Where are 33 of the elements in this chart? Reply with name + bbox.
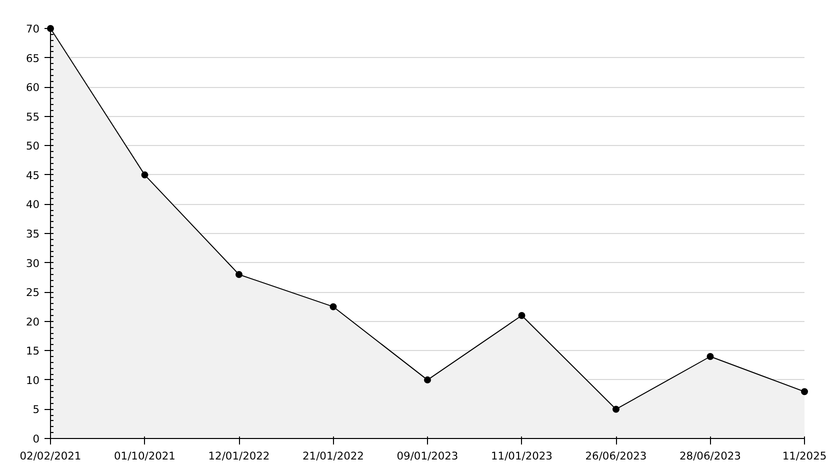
x-tick-label: 02/02/2021	[20, 450, 82, 462]
point	[141, 171, 148, 178]
y-tick-label: 35	[26, 228, 40, 240]
y-tick-label: 60	[26, 81, 40, 94]
y-tick-label: 65	[26, 52, 40, 65]
y-tick-label: 55	[26, 110, 40, 124]
y-tick-label: 10	[26, 374, 40, 387]
x-tick-label: 09/01/2023	[396, 450, 458, 462]
point	[330, 303, 337, 310]
point	[706, 353, 714, 360]
y-tick-label: 45	[26, 168, 40, 182]
y-tick-label: 0	[32, 432, 40, 446]
x-tick-label: 11/01/2023	[491, 450, 552, 462]
y-tick-label: 20	[26, 315, 40, 328]
point	[236, 271, 242, 278]
x-tick-label: 26/06/2023	[585, 450, 647, 462]
x-tick-label: 11/2025	[782, 450, 827, 462]
x-tick-label: 28/06/2023	[680, 450, 741, 462]
y-tick-label: 5	[32, 403, 40, 416]
point	[47, 25, 54, 32]
x-tick-label: 12/01/2022	[208, 450, 270, 462]
y-tick-label: 50	[26, 140, 40, 153]
x-tick-label: 21/01/2022	[302, 450, 364, 462]
y-tick-label: 70	[26, 22, 40, 36]
y-tick-label: 30	[26, 256, 40, 270]
point	[518, 312, 526, 319]
point	[612, 406, 620, 413]
point	[801, 388, 808, 396]
x-tick-label: 01/10/2021	[114, 450, 176, 462]
y-tick-label: 15	[26, 344, 40, 358]
point	[424, 376, 431, 384]
y-tick-label: 40	[26, 198, 40, 212]
y-tick-label: 25	[26, 286, 40, 300]
